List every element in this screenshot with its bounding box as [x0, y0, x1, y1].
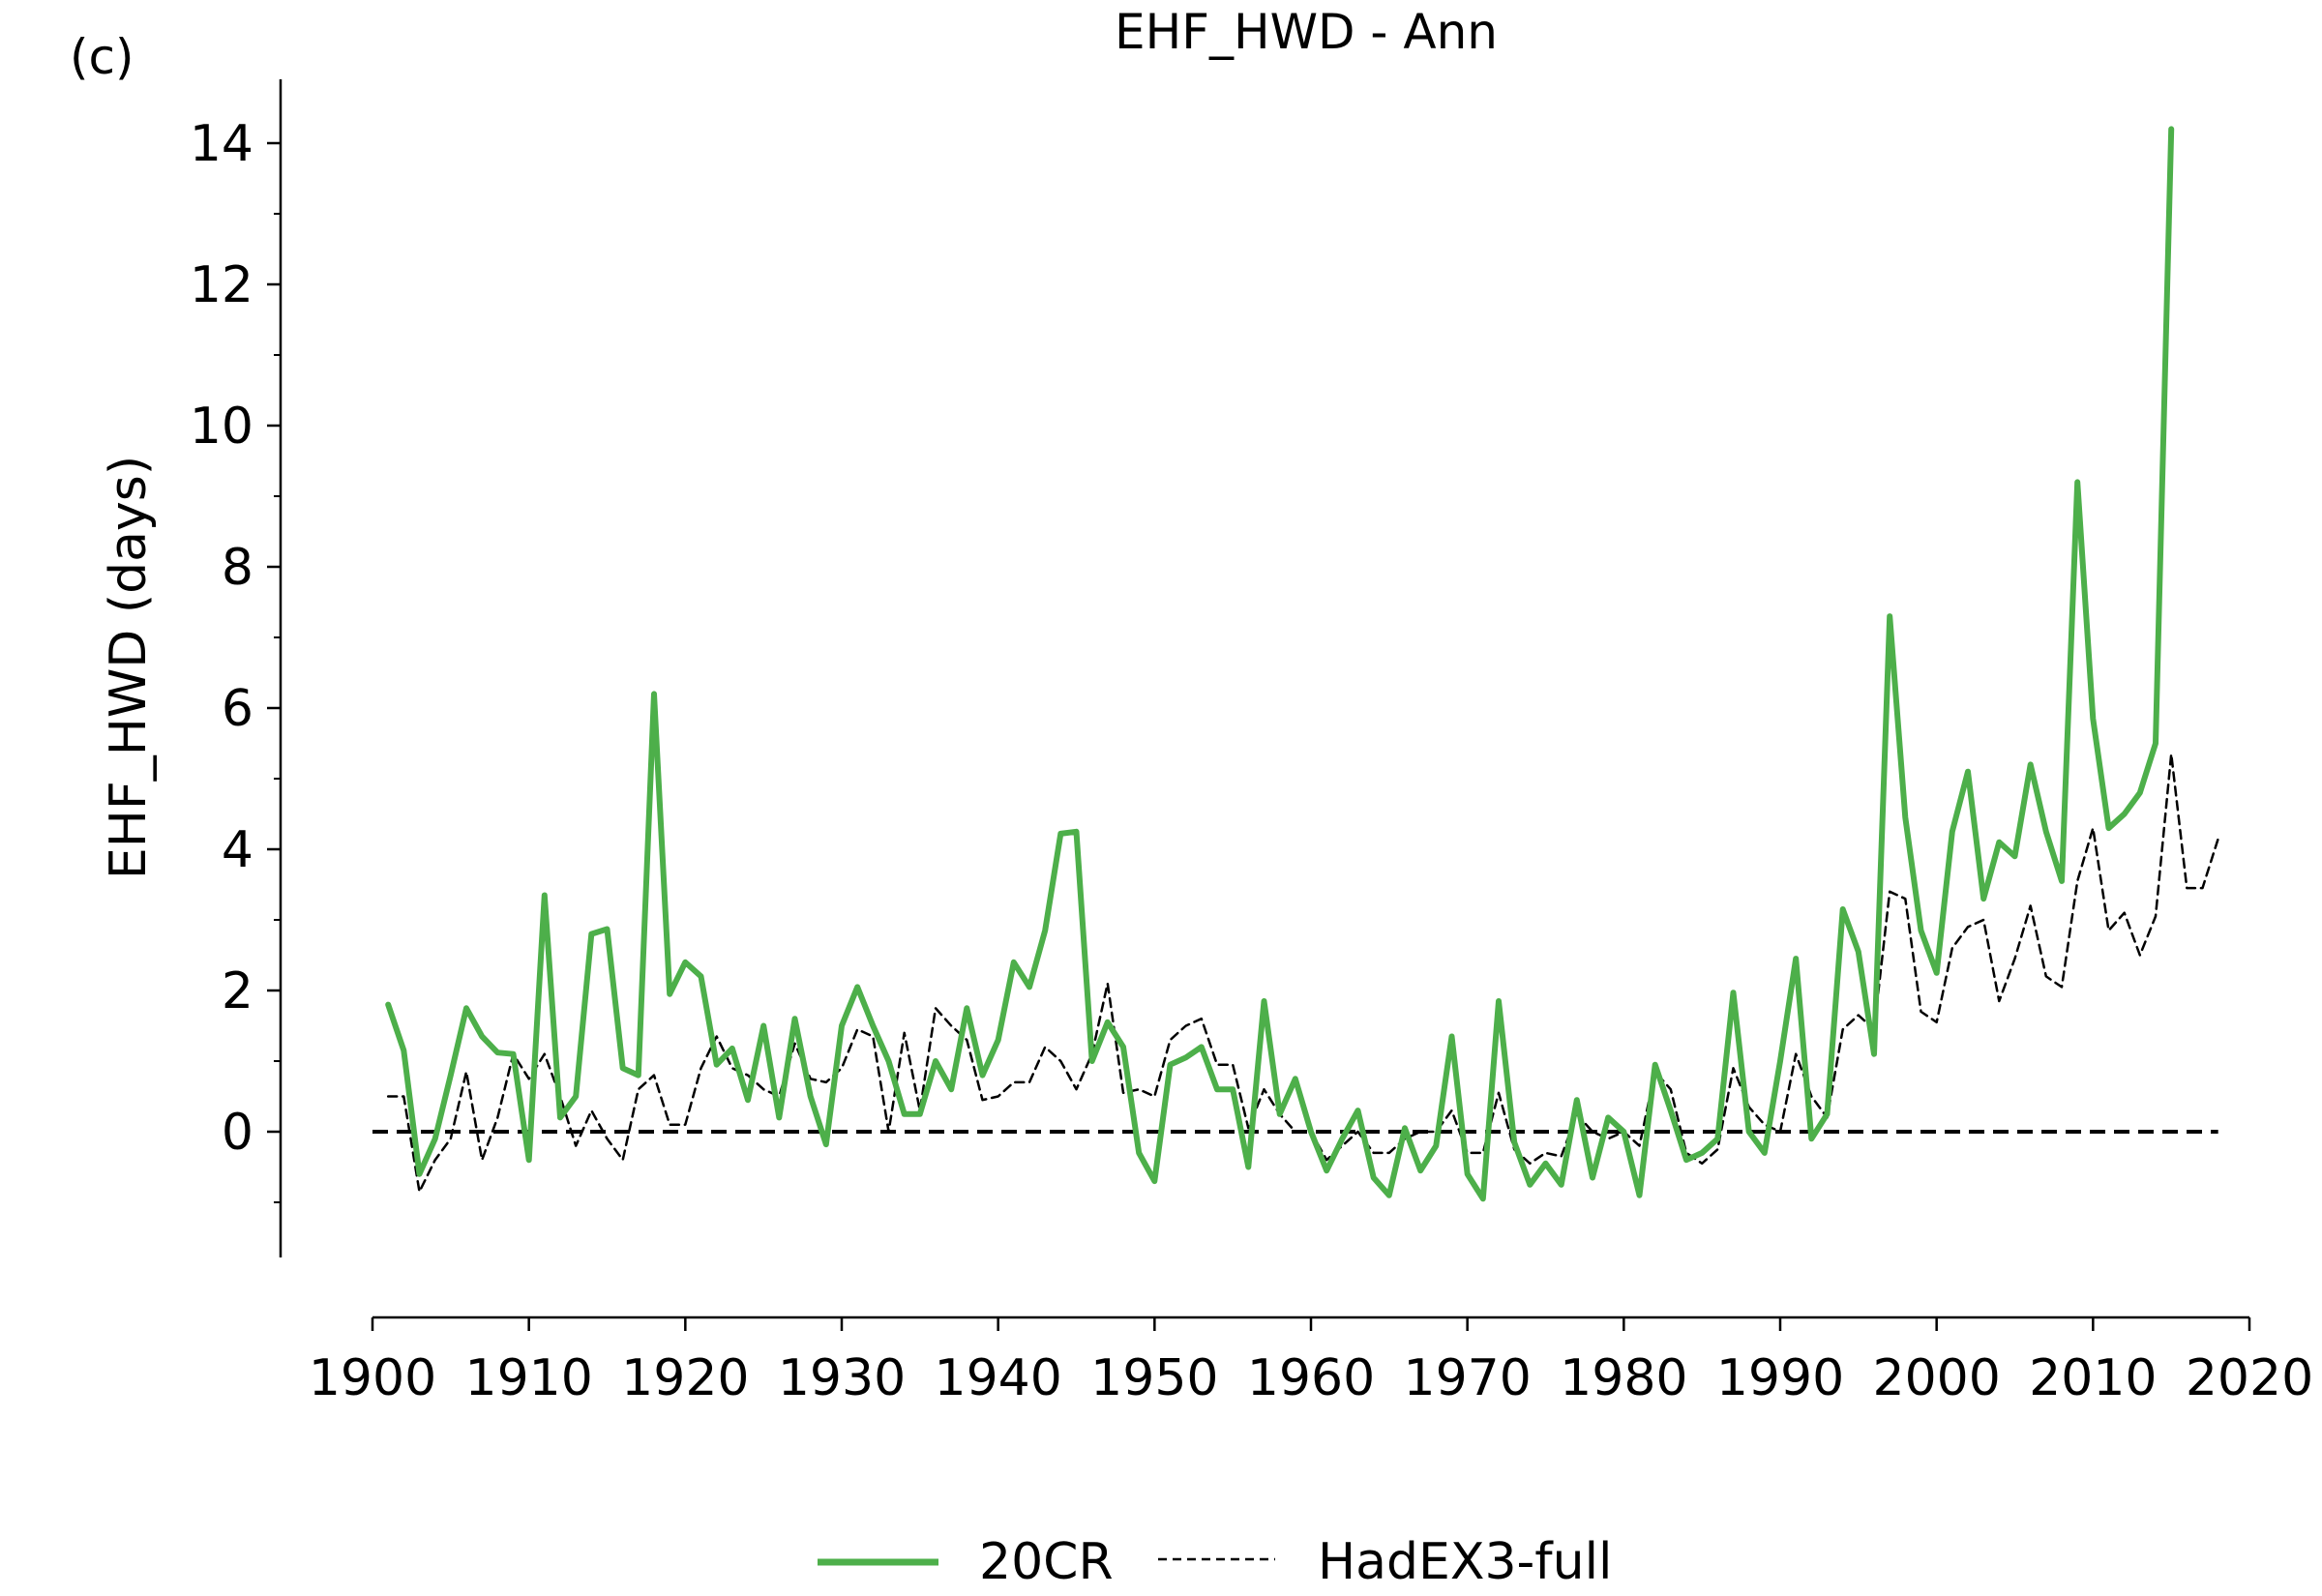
x-tick-label: 1930 — [778, 1349, 906, 1407]
x-tick-label: 1960 — [1247, 1349, 1375, 1407]
x-tick-label: 1990 — [1716, 1349, 1844, 1407]
y-tick-label: 6 — [222, 680, 253, 738]
y-tick-label: 14 — [190, 115, 253, 173]
panel-label: (c) — [70, 29, 134, 85]
x-tick-label: 1920 — [621, 1349, 749, 1407]
x-axis: 1900 1910 1920 1930 1940 1950 1960 1970 1980 1990… — [309, 1315, 2313, 1407]
x-tick-label: 2000 — [1872, 1349, 2000, 1407]
series-line-20cr — [385, 126, 2175, 1202]
y-tick-label: 10 — [190, 398, 253, 456]
x-tick-label: 2010 — [2029, 1349, 2157, 1407]
y-axis: 0 2 4 6 8 10 12 14 — [190, 79, 283, 1257]
legend: 20CR HadEX3-full — [818, 1533, 1612, 1591]
x-tick-label: 1900 — [309, 1349, 436, 1407]
y-tick-label: 12 — [190, 256, 253, 314]
x-ticks: 1900 1910 1920 1930 1940 1950 1960 1970 1980 1990… — [309, 1317, 2313, 1407]
y-axis-label: EHF_HWD (days) — [100, 456, 158, 879]
legend-label-hadex3-full: HadEX3-full — [1318, 1533, 1612, 1591]
y-tick-label: 0 — [222, 1104, 253, 1162]
x-tick-label: 1950 — [1090, 1349, 1218, 1407]
y-ticks: 0 2 4 6 8 10 12 14 — [190, 115, 281, 1203]
y-tick-label: 8 — [222, 539, 253, 597]
x-tick-label: 1970 — [1403, 1349, 1531, 1407]
x-tick-label: 1980 — [1560, 1349, 1687, 1407]
chart-title: EHF_HWD - Ann — [1115, 4, 1498, 60]
x-tick-label: 2020 — [2186, 1349, 2313, 1407]
x-tick-label: 1940 — [934, 1349, 1061, 1407]
y-tick-label: 4 — [222, 821, 253, 879]
legend-label-20cr: 20CR — [979, 1533, 1114, 1591]
x-tick-label: 1910 — [464, 1349, 592, 1407]
series-layer — [385, 126, 2219, 1202]
series-line-hadex3-full — [386, 753, 2219, 1194]
y-tick-label: 2 — [222, 962, 253, 1020]
